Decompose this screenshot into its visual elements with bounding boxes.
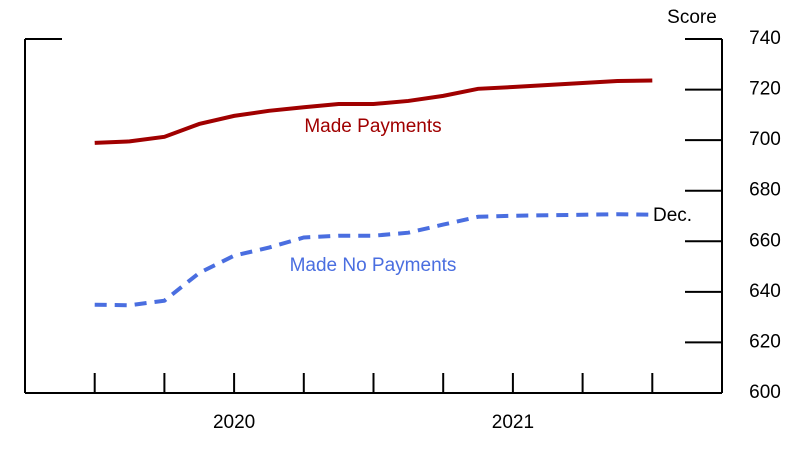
y-tick-label: 740: [749, 28, 781, 49]
y-tick-label: 660: [749, 230, 781, 251]
x-tick-label: 2021: [492, 412, 534, 433]
line-series: [94, 78, 653, 145]
y-tick-label: 620: [749, 331, 781, 352]
annotation: Dec.: [653, 205, 692, 226]
y-tick-label: 600: [749, 382, 781, 403]
y-tick-label: 720: [749, 79, 781, 100]
annotation: Made No Payments: [290, 255, 457, 276]
annotation: Made Payments: [304, 116, 441, 137]
y-axis-title: Score: [667, 7, 717, 28]
y-tick-label: 680: [749, 180, 781, 201]
x-tick-label: 2020: [213, 412, 255, 433]
y-tick-label: 640: [749, 281, 781, 302]
y-tick-label: 700: [749, 129, 781, 150]
line-series: [94, 212, 653, 308]
